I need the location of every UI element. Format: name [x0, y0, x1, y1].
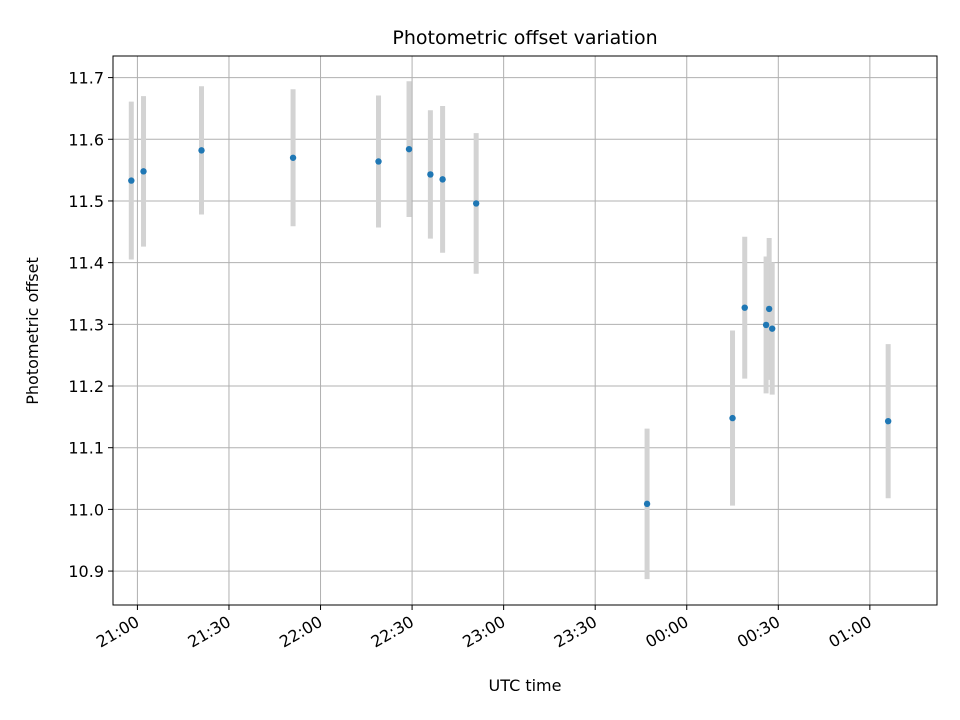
data-point [439, 176, 446, 183]
data-point [128, 177, 135, 184]
data-point [472, 200, 480, 207]
grid [113, 56, 937, 605]
data-point [769, 325, 776, 332]
data-point [140, 168, 147, 175]
data-point [643, 500, 651, 508]
data-point [289, 154, 297, 161]
y-tick-label: 11.2 [68, 377, 104, 396]
data-point [427, 171, 434, 178]
data-point [198, 147, 205, 154]
x-tick-label: 22:30 [368, 612, 417, 652]
data-point [762, 321, 770, 329]
data-point [729, 414, 736, 422]
y-axis: 10.9 11.0 11.1 11.2 11.3 11.4 11.5 11.6 11.7 [68, 69, 113, 581]
data-point [765, 305, 773, 313]
y-tick-label: 11.6 [68, 130, 104, 149]
y-tick-label: 11.7 [68, 69, 104, 88]
y-axis-label: Photometric offset [23, 257, 42, 405]
data-point [405, 145, 413, 153]
y-tick-label: 10.9 [68, 562, 104, 581]
x-tick-label: 22:00 [276, 612, 325, 652]
y-tick-label: 11.0 [68, 500, 104, 519]
data-point [375, 158, 382, 165]
x-tick-label: 00:00 [642, 612, 691, 652]
data-point [884, 417, 892, 425]
x-tick-label: 00:30 [734, 612, 783, 652]
plot-frame [112, 55, 938, 606]
x-axis-label: UTC time [489, 676, 562, 695]
data-point [741, 304, 748, 311]
y-tick-label: 11.5 [68, 192, 104, 211]
x-tick-label: 21:00 [93, 612, 142, 652]
x-tick-label: 01:00 [825, 612, 874, 652]
y-tick-label: 11.1 [68, 439, 104, 458]
data-points [128, 145, 892, 508]
x-tick-label: 23:00 [459, 612, 508, 652]
chart-title: Photometric offset variation [392, 27, 657, 49]
y-tick-label: 11.3 [68, 315, 104, 334]
y-tick-label: 11.4 [68, 254, 104, 273]
x-tick-label: 21:30 [185, 612, 234, 652]
x-axis: 21:00 21:30 22:00 22:30 23:00 23:30 00:00 00:30… [93, 605, 875, 652]
x-tick-label: 23:30 [551, 612, 600, 652]
